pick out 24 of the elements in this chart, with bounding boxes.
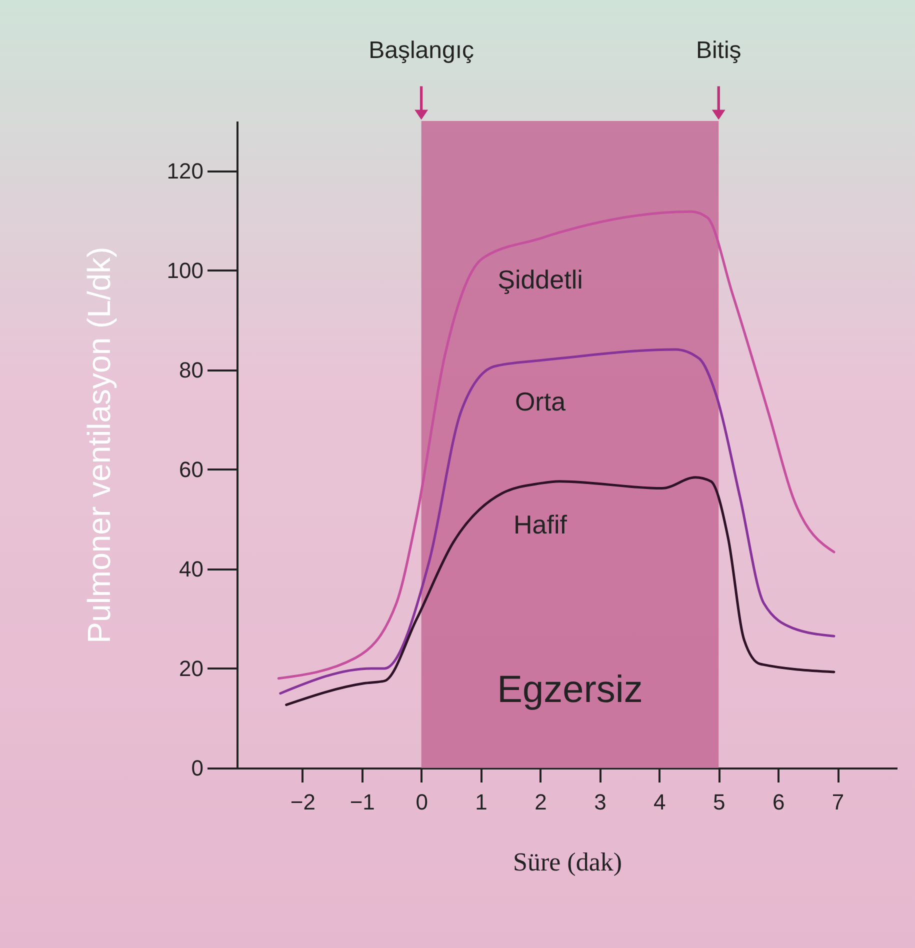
series-label: Şiddetli bbox=[498, 264, 583, 294]
y-tick-label: 100 bbox=[166, 258, 204, 283]
x-axis-title: Süre (dak) bbox=[512, 848, 622, 876]
text: Bitiş bbox=[696, 37, 742, 64]
x-tick-label: 6 bbox=[772, 790, 785, 814]
y-tick-label: 120 bbox=[166, 158, 204, 184]
x-tick-label: 1 bbox=[475, 790, 488, 814]
series-label: Orta bbox=[514, 386, 566, 416]
y-tick-label: 0 bbox=[191, 756, 204, 780]
x-tick-label: 5 bbox=[712, 790, 726, 814]
y-tick-label: 40 bbox=[179, 556, 204, 582]
text: Başlangıç bbox=[368, 37, 474, 64]
x-tick-label: −2 bbox=[290, 790, 316, 814]
x-tick-label: 4 bbox=[654, 790, 666, 814]
band-label: Egzersiz bbox=[497, 669, 643, 711]
series-label: Hafif bbox=[514, 509, 568, 540]
x-tick-label: 7 bbox=[832, 790, 844, 814]
y-tick-label: 60 bbox=[179, 456, 204, 482]
x-tick-label: 0 bbox=[416, 790, 428, 814]
x-tick-label: 3 bbox=[594, 790, 606, 814]
x-tick-label: −1 bbox=[350, 790, 375, 814]
y-tick-label: 20 bbox=[179, 656, 204, 681]
x-tick-label: 2 bbox=[534, 790, 547, 814]
y-tick-label: 80 bbox=[179, 357, 204, 382]
